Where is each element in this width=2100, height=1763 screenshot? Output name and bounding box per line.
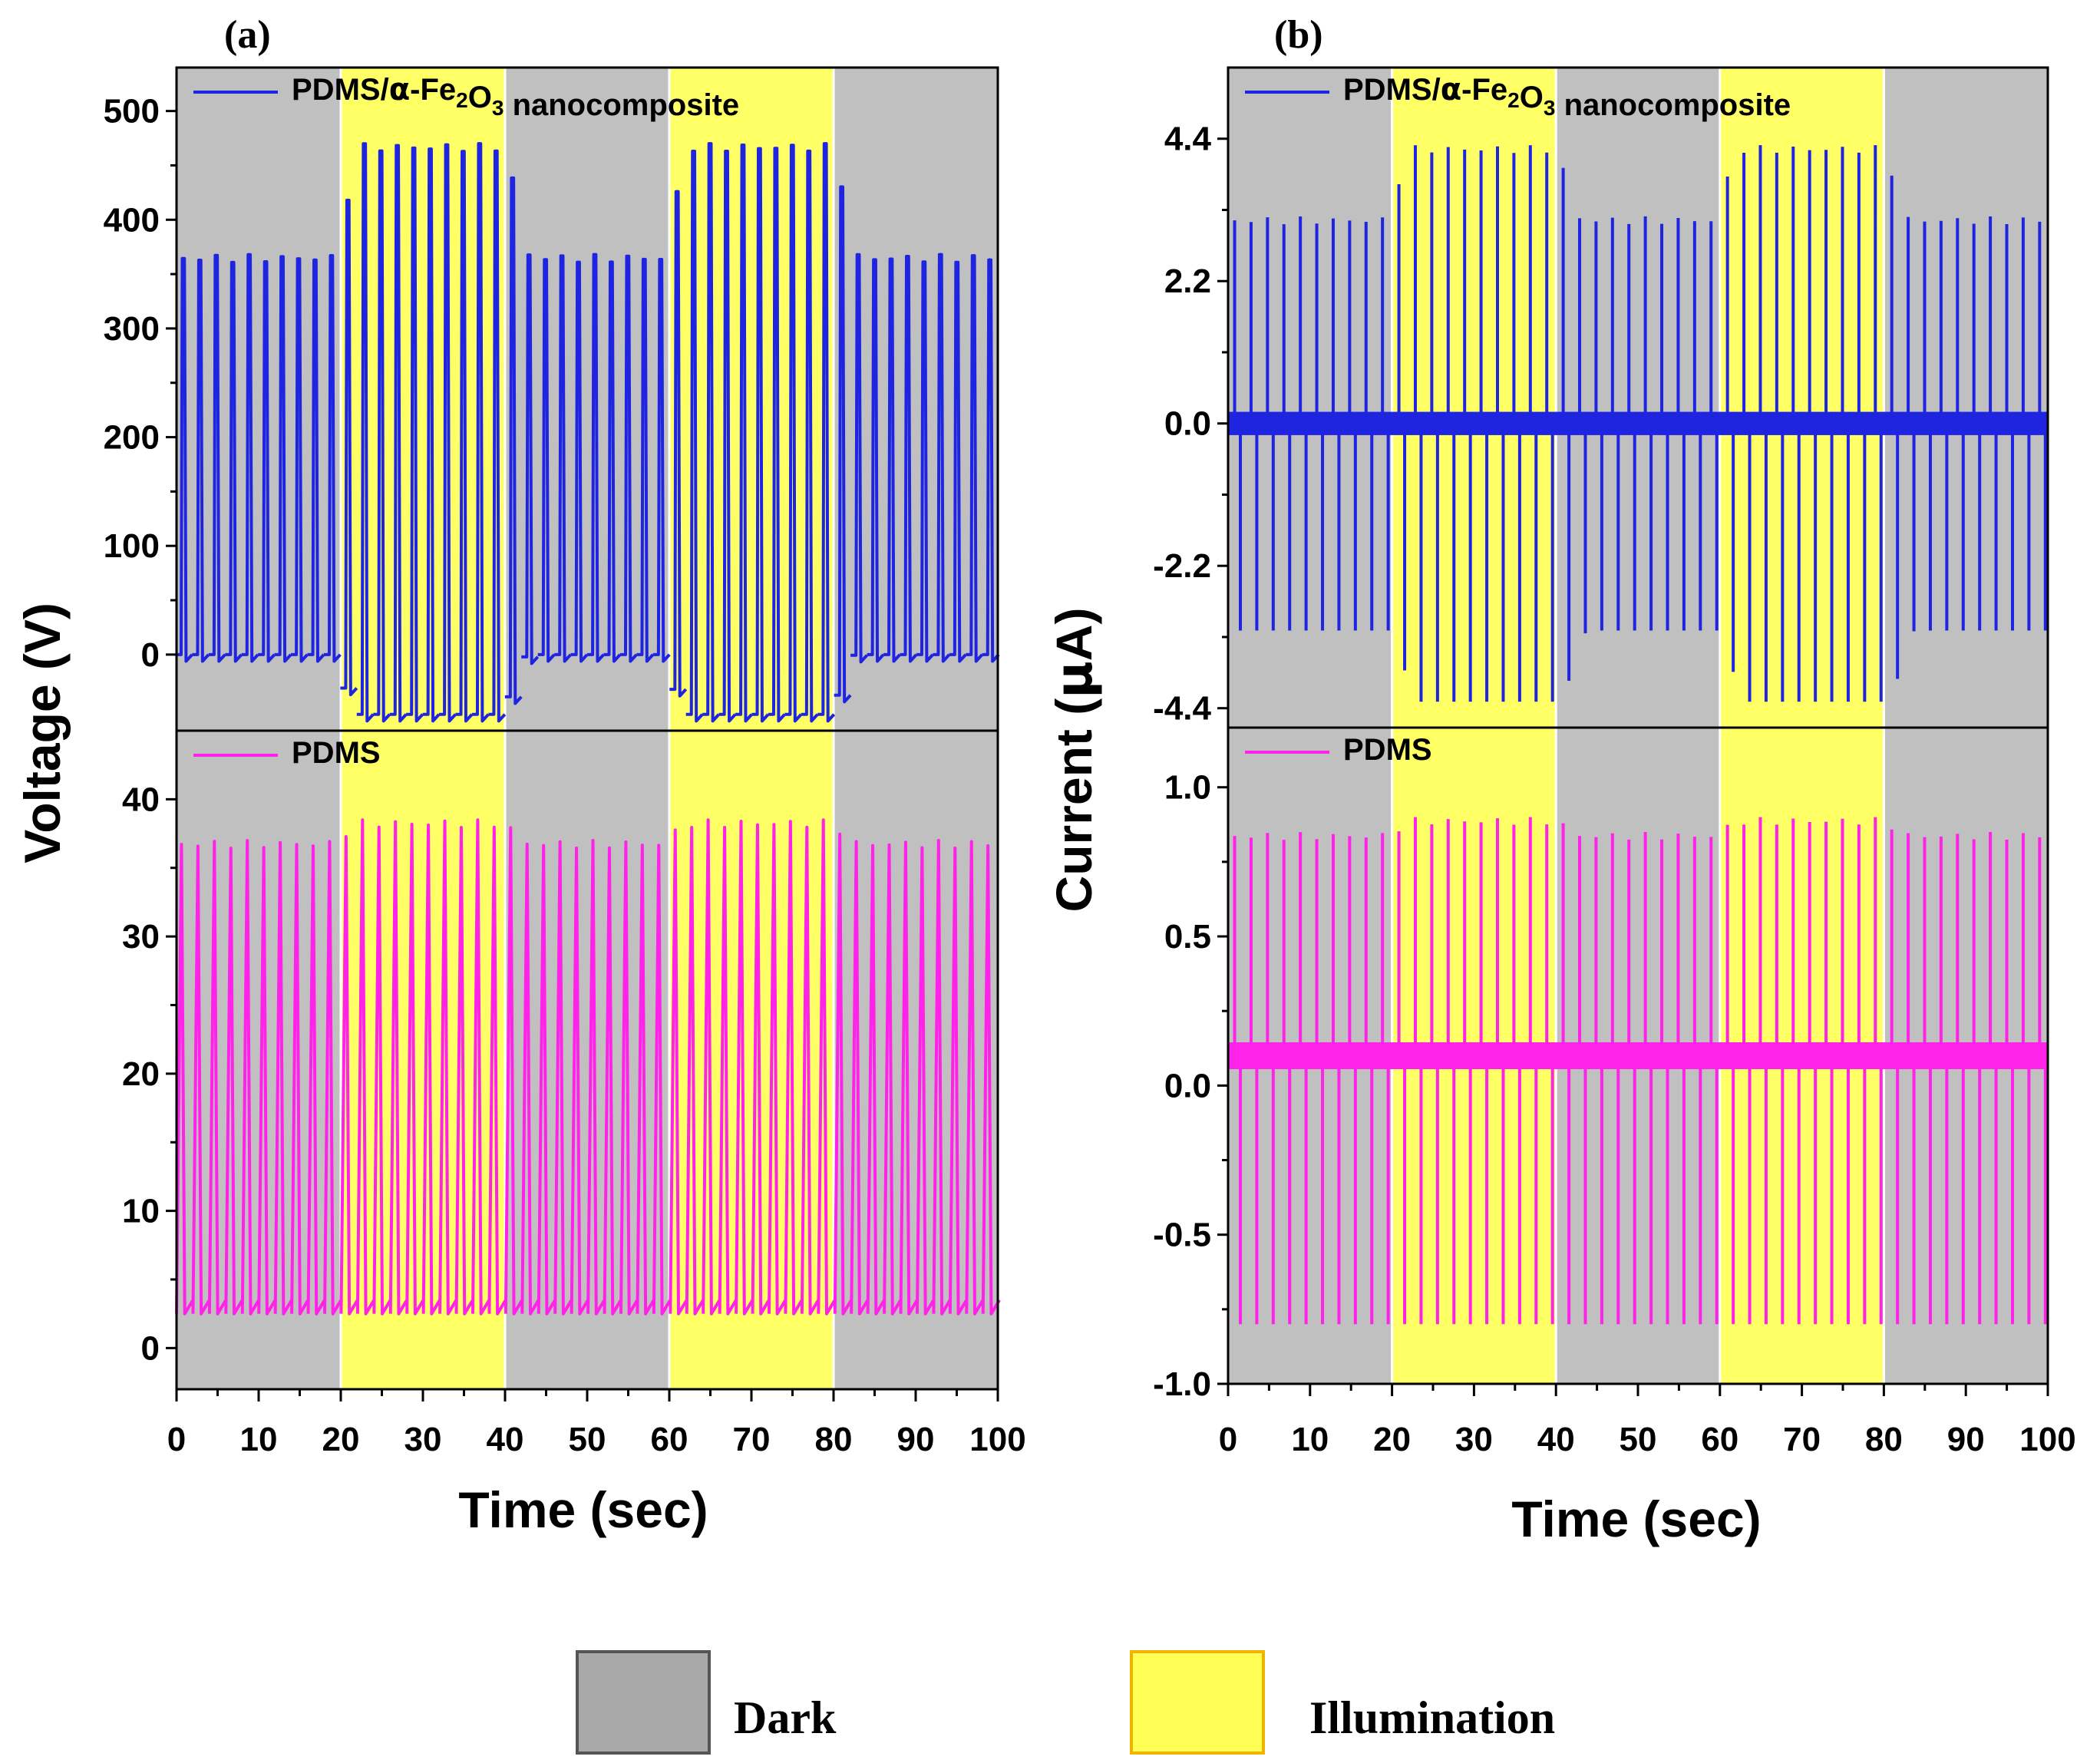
x-tick-label: 0: [167, 1421, 186, 1458]
legend-part: -Fe: [1461, 73, 1507, 107]
x-axis-title-a: Time (sec): [458, 1481, 708, 1538]
legend-part: nanocomposite: [504, 88, 739, 122]
y-axis-title-voltage: Voltage (V): [14, 603, 71, 863]
x-tick-label: 10: [1291, 1421, 1329, 1458]
current-title-suffix: A): [1045, 608, 1102, 662]
x-tick-label: 40: [1537, 1421, 1575, 1458]
x-tick-label: 100: [2019, 1421, 2075, 1458]
x-tick-label: 80: [1865, 1421, 1903, 1458]
y-tick-label: 2.2: [1164, 262, 1211, 300]
plot-b-pdms-current: -1.0 -0.5 0.0 0.5 1.0 PDMS 0 10 20 30 40 50 60 70 80 90…: [1153, 726, 2076, 1458]
y-tick-label: -0.5: [1153, 1217, 1211, 1254]
legend-part: PDMS/: [292, 73, 389, 107]
legend-label: PDMS: [1343, 733, 1432, 767]
y-tick-label: 400: [104, 201, 160, 239]
region-illumination-3: [1719, 68, 1884, 728]
legend-part: 2: [1507, 88, 1520, 112]
panel-a-label: (a): [224, 13, 271, 57]
y-tick-label: 200: [104, 419, 160, 457]
series-trace: [175, 818, 1001, 1316]
key-dark-swatch: [576, 1650, 711, 1755]
current-title-prefix: Current (: [1045, 698, 1102, 913]
y-tick-label: 10: [122, 1193, 160, 1230]
x-tick-label: 60: [1701, 1421, 1738, 1458]
y-tick-label: 30: [122, 918, 160, 956]
x-tick-label: 20: [322, 1421, 360, 1458]
x-tick-label: 90: [1947, 1421, 1985, 1458]
legend-part: PDMS/: [1343, 73, 1441, 107]
key-illumination-label: Illumination: [1309, 1692, 1555, 1743]
y-tick-label: 0.0: [1164, 1067, 1211, 1104]
legend-label: PDMS: [292, 736, 381, 770]
x-tick-label: 0: [1219, 1421, 1237, 1458]
legend-part: 3: [492, 96, 504, 120]
x-tick-label: 90: [897, 1421, 935, 1458]
y-tick-label: -4.4: [1153, 690, 1211, 728]
key-illumination-swatch: [1130, 1650, 1265, 1755]
y-tick-label: 0.0: [1164, 405, 1211, 443]
series-trace: [1233, 145, 2047, 702]
baseline-band: [1228, 411, 2048, 435]
y-axis-title-current: Current (μA): [1045, 608, 1104, 913]
x-tick-label: 50: [1620, 1421, 1657, 1458]
region-illumination-1: [1392, 68, 1557, 728]
x-tick-label: 30: [404, 1421, 442, 1458]
series-trace: [1233, 817, 2047, 1325]
x-tick-label: 20: [1373, 1421, 1411, 1458]
y-tick-label: 0.5: [1164, 918, 1211, 956]
region-dark-2: [1556, 68, 1720, 728]
legend-part: α: [1441, 72, 1461, 107]
baseline-band: [1228, 1042, 2048, 1069]
legend-part: α: [389, 72, 410, 107]
current-title-mu: μ: [1045, 661, 1104, 698]
plot-b-nanocomposite-current: -4.4 -2.2 0.0 2.2 4.4 PDMS/α-Fe2O3 nanocompos…: [1153, 66, 2049, 729]
key-dark-label: Dark: [734, 1692, 837, 1743]
y-tick-label: 500: [104, 93, 160, 130]
x-tick-label: 40: [487, 1421, 524, 1458]
y-tick-label: -2.2: [1153, 547, 1211, 585]
x-tick-label: 60: [651, 1421, 688, 1458]
x-tick-label: 30: [1455, 1421, 1493, 1458]
legend-part: 3: [1544, 96, 1556, 120]
region-dark-4: [1884, 68, 2048, 728]
y-tick-label: 0: [141, 1329, 160, 1367]
y-tick-label: 40: [122, 781, 160, 818]
x-tick-label: 80: [815, 1421, 853, 1458]
panel-b-label: (b): [1274, 13, 1323, 57]
y-tick-label: 300: [104, 310, 160, 348]
y-tick-label: 4.4: [1164, 121, 1212, 158]
y-tick-label: 100: [104, 527, 160, 565]
legend-part: nanocomposite: [1555, 88, 1791, 122]
y-tick-label: 20: [122, 1055, 160, 1093]
plot-a-nanocomposite-voltage: 0 100 200 300 400 500 PDMS/α-Fe2O3 nanocomposi…: [104, 66, 1000, 732]
legend-part: O: [468, 81, 492, 114]
series-trace: [175, 142, 1000, 723]
y-tick-label: 0: [141, 636, 160, 674]
legend-part: 2: [456, 88, 468, 112]
x-tick-label: 70: [733, 1421, 771, 1458]
x-tick-label: 10: [240, 1421, 278, 1458]
y-tick-label: 1.0: [1164, 769, 1211, 807]
legend-part: -Fe: [410, 73, 456, 107]
x-tick-label: 70: [1783, 1421, 1821, 1458]
x-tick-label: 50: [569, 1421, 606, 1458]
plot-a-pdms-voltage: 0 10 20 30 40 PDMS 0 10 20 30 40 50 60 70 80 90 100: [122, 729, 1026, 1458]
legend-label: PDMS/α-Fe2O3 nanocomposite: [292, 72, 739, 122]
legend-part: O: [1520, 81, 1544, 114]
y-tick-label: -1.0: [1153, 1365, 1211, 1403]
x-tick-label: 100: [969, 1421, 1025, 1458]
legend-label: PDMS/α-Fe2O3 nanocomposite: [1343, 72, 1791, 122]
x-axis-title-b: Time (sec): [1511, 1491, 1761, 1547]
